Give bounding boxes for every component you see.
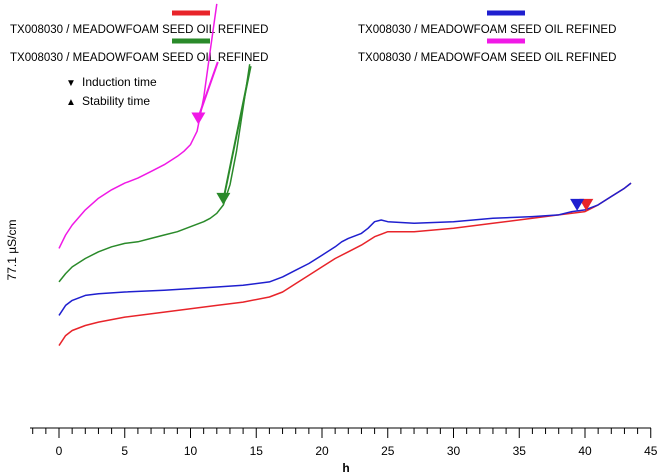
induction-marker-2 <box>216 192 231 205</box>
x-tick-label: 30 <box>447 444 461 458</box>
x-tick-label: 5 <box>121 444 128 458</box>
x-tick-label: 0 <box>56 444 63 458</box>
x-tick-label: 45 <box>644 444 658 458</box>
induction-marker-0 <box>579 198 594 211</box>
x-axis-label: h <box>342 461 349 475</box>
induction-arrow-2 <box>223 65 252 196</box>
x-tick-label: 15 <box>250 444 264 458</box>
marker-legend: ▼ Induction time ▲ Stability time <box>66 75 157 108</box>
x-tick-label: 40 <box>578 444 592 458</box>
series-line-0 <box>58 182 632 347</box>
series-line-2 <box>58 64 251 283</box>
x-tick-label: 20 <box>315 444 329 458</box>
marker-legend-label-0: Induction time <box>82 75 157 89</box>
x-tick-label: 10 <box>184 444 198 458</box>
x-axis: 0 5 10 15 20 25 30 35 40 45 <box>30 427 658 458</box>
marker-legend-symbol-0: ▼ <box>66 78 76 89</box>
legend-label-3: TX008030 / MEADOWFOAM SEED OIL REFINED <box>358 52 616 64</box>
series-line-1 <box>58 182 632 316</box>
induction-arrow-3 <box>198 61 219 115</box>
x-tick-label: 35 <box>513 444 527 458</box>
marker-legend-label-1: Stability time <box>82 94 150 108</box>
legend-label-1: TX008030 / MEADOWFOAM SEED OIL REFINED <box>358 24 616 36</box>
legend-label-2: TX008030 / MEADOWFOAM SEED OIL REFINED <box>10 52 268 64</box>
induction-marker-1 <box>570 198 585 211</box>
x-tick-label: 25 <box>381 444 395 458</box>
induction-markers <box>191 61 594 211</box>
marker-legend-symbol-1: ▲ <box>66 97 76 108</box>
legend: TX008030 / MEADOWFOAM SEED OIL REFINED TX… <box>10 10 616 64</box>
y-axis-label: 77.1 µS/cm <box>5 220 19 281</box>
induction-marker-3 <box>191 112 206 125</box>
legend-label-0: TX008030 / MEADOWFOAM SEED OIL REFINED <box>10 24 268 36</box>
